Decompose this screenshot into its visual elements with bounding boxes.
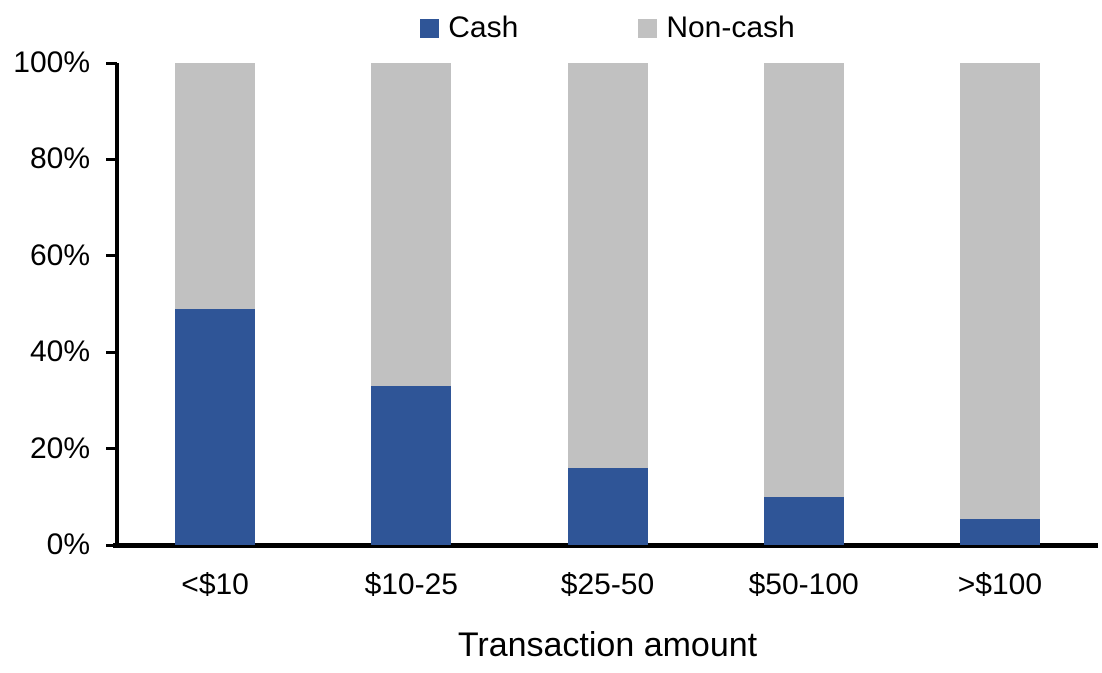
- y-tick-label: 100%: [13, 46, 90, 79]
- y-tick-label: 60%: [29, 238, 90, 272]
- x-axis-title: Transaction amount: [457, 626, 758, 664]
- non-cash-swatch-icon: [638, 18, 658, 38]
- x-category-label-10-25: $10-25: [364, 568, 458, 601]
- y-axis-tick: [106, 61, 117, 65]
- legend-label: Cash: [448, 11, 519, 44]
- legend-label: Non-cash: [666, 11, 795, 44]
- y-axis-tick: [106, 157, 117, 161]
- bar-segment-non-cash-10-25: [371, 63, 452, 386]
- bar-25-50: [567, 63, 648, 545]
- y-tick-label: 80%: [29, 142, 90, 176]
- y-axis-line: [115, 63, 119, 545]
- legend-item-cash: Cash: [420, 11, 518, 45]
- bar-segment-cash-10-25: [371, 385, 452, 545]
- x-axis-line: [113, 543, 1098, 548]
- chart-legend: Cash Non-cash: [117, 9, 1098, 47]
- y-tick-label: 0%: [46, 528, 90, 561]
- bar-100: [959, 63, 1040, 545]
- y-axis-tick: [106, 447, 117, 451]
- x-category-label-100: >$100: [957, 568, 1043, 601]
- x-category-label-10: <$10: [181, 568, 249, 601]
- y-tick-label: 40%: [29, 335, 90, 369]
- y-axis-tick: [106, 350, 117, 354]
- y-axis-tick: [106, 543, 117, 547]
- bar-segment-non-cash-100: [959, 63, 1040, 519]
- legend-item-non-cash: Non-cash: [638, 11, 795, 45]
- bar-segment-cash-25-50: [567, 467, 648, 545]
- x-category-label-50-100: $50-100: [748, 568, 859, 601]
- cash-swatch-icon: [420, 18, 440, 38]
- bar-segment-non-cash-25-50: [567, 63, 648, 468]
- bar-segment-non-cash-50-100: [763, 63, 844, 497]
- bar-10-25: [371, 63, 452, 545]
- bar-segment-non-cash-10: [175, 63, 256, 309]
- bar-segment-cash-10: [175, 308, 256, 545]
- bar-segment-cash-50-100: [763, 496, 844, 545]
- bar-segment-cash-100: [959, 518, 1040, 545]
- bar-50-100: [763, 63, 844, 545]
- y-tick-label: 20%: [29, 431, 90, 465]
- x-category-label-25-50: $25-50: [560, 568, 655, 601]
- y-axis-tick: [106, 254, 117, 258]
- bar-10: [175, 63, 256, 545]
